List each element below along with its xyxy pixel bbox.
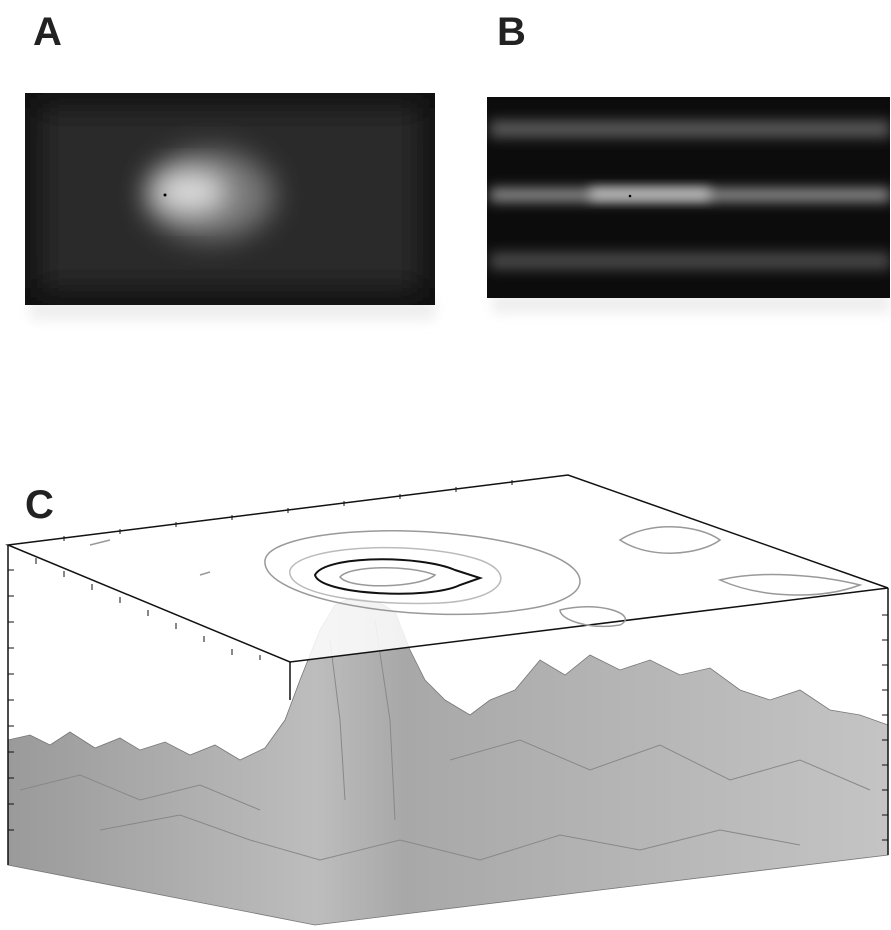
contour-plane: [8, 475, 888, 662]
surface: [8, 598, 888, 925]
panel-label: A: [33, 10, 62, 54]
figure: A B C: [0, 0, 891, 930]
marker: [629, 195, 632, 198]
page: {"panels": [{"label": "A"}, {"label": "B…: [0, 0, 891, 930]
panel-label: B: [497, 10, 526, 54]
band-core: [590, 189, 710, 199]
panel-label: C: [25, 483, 54, 527]
blob-core: [152, 170, 228, 214]
image-a: [25, 93, 435, 305]
band: [490, 120, 890, 138]
band: [490, 252, 890, 270]
marker: [164, 194, 167, 197]
image-b: [487, 97, 890, 298]
